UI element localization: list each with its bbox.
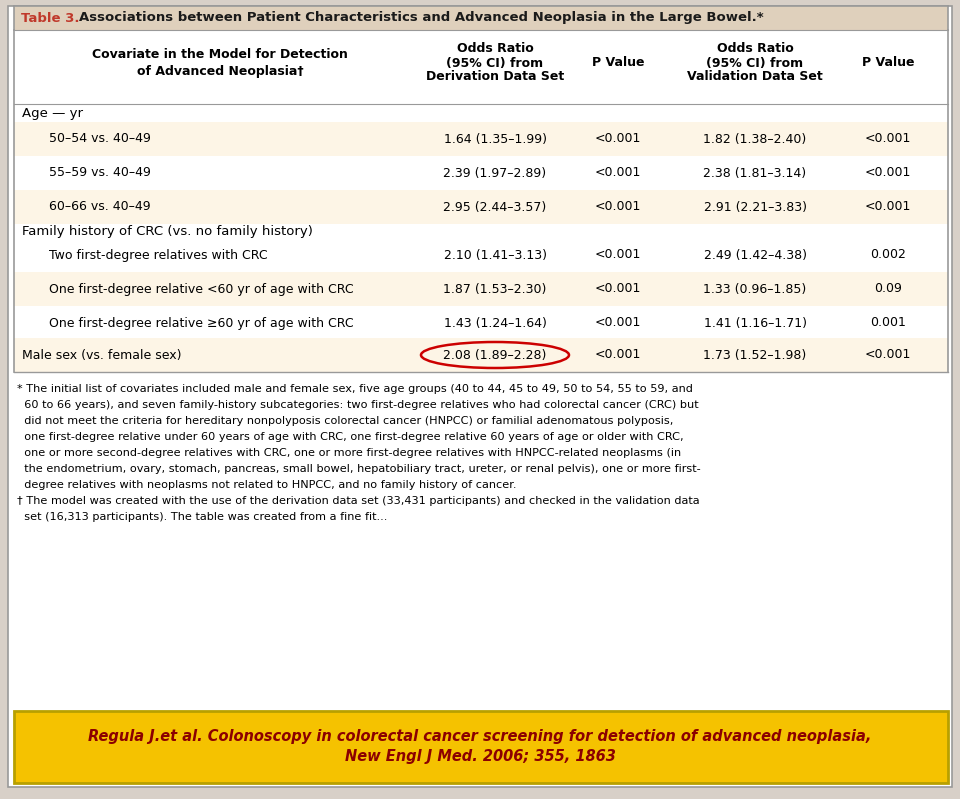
Text: one or more second-degree relatives with CRC, one or more first-degree relatives: one or more second-degree relatives with… <box>17 448 682 458</box>
Text: 2.10 (1.41–3.13): 2.10 (1.41–3.13) <box>444 248 546 261</box>
Text: <0.001: <0.001 <box>595 316 641 329</box>
Text: set (16,313 participants). The table was created from a fine fit...: set (16,313 participants). The table was… <box>17 512 388 522</box>
Text: Age — yr: Age — yr <box>22 108 83 121</box>
Text: 0.002: 0.002 <box>870 248 906 261</box>
Text: <0.001: <0.001 <box>595 201 641 213</box>
Text: 60 to 66 years), and seven family-history subcategories: two first-degree relati: 60 to 66 years), and seven family-histor… <box>17 400 699 410</box>
Text: Validation Data Set: Validation Data Set <box>687 70 823 84</box>
Text: 1.64 (1.35–1.99): 1.64 (1.35–1.99) <box>444 133 546 145</box>
Bar <box>14 6 948 30</box>
Text: <0.001: <0.001 <box>865 166 911 180</box>
Text: the endometrium, ovary, stomach, pancreas, small bowel, hepatobiliary tract, ure: the endometrium, ovary, stomach, pancrea… <box>17 464 701 474</box>
Text: 2.91 (2.21–3.83): 2.91 (2.21–3.83) <box>704 201 806 213</box>
Bar <box>14 338 948 372</box>
Text: 2.49 (1.42–4.38): 2.49 (1.42–4.38) <box>704 248 806 261</box>
Text: 1.43 (1.24–1.64): 1.43 (1.24–1.64) <box>444 316 546 329</box>
Text: did not meet the criteria for hereditary nonpolyposis colorectal cancer (HNPCC) : did not meet the criteria for hereditary… <box>17 416 673 426</box>
Text: 50–54 vs. 40–49: 50–54 vs. 40–49 <box>49 133 151 145</box>
Text: New Engl J Med. 2006; 355, 1863: New Engl J Med. 2006; 355, 1863 <box>345 749 615 765</box>
Text: <0.001: <0.001 <box>595 166 641 180</box>
Text: Derivation Data Set: Derivation Data Set <box>426 70 564 84</box>
Text: 1.33 (0.96–1.85): 1.33 (0.96–1.85) <box>704 283 806 296</box>
Text: Table 3.: Table 3. <box>21 11 80 25</box>
Text: 1.41 (1.16–1.71): 1.41 (1.16–1.71) <box>704 316 806 329</box>
Text: Odds Ratio: Odds Ratio <box>457 42 534 55</box>
Bar <box>14 190 948 224</box>
Text: 0.09: 0.09 <box>874 283 902 296</box>
Text: 1.82 (1.38–2.40): 1.82 (1.38–2.40) <box>704 133 806 145</box>
Text: 60–66 vs. 40–49: 60–66 vs. 40–49 <box>49 201 151 213</box>
Text: one first-degree relative under 60 years of age with CRC, one first-degree relat: one first-degree relative under 60 years… <box>17 432 684 442</box>
Text: 1.87 (1.53–2.30): 1.87 (1.53–2.30) <box>444 283 546 296</box>
Text: Male sex (vs. female sex): Male sex (vs. female sex) <box>22 348 181 361</box>
Bar <box>14 306 948 340</box>
Text: 1.73 (1.52–1.98): 1.73 (1.52–1.98) <box>704 348 806 361</box>
Text: P Value: P Value <box>591 57 644 70</box>
Text: (95% CI) from: (95% CI) from <box>707 57 804 70</box>
Text: * The initial list of covariates included male and female sex, five age groups (: * The initial list of covariates include… <box>17 384 693 394</box>
Bar <box>14 272 948 306</box>
Text: One first-degree relative ≥60 yr of age with CRC: One first-degree relative ≥60 yr of age … <box>49 316 353 329</box>
Text: <0.001: <0.001 <box>595 248 641 261</box>
Text: † The model was created with the use of the derivation data set (33,431 particip: † The model was created with the use of … <box>17 496 700 506</box>
Text: 2.08 (1.89–2.28): 2.08 (1.89–2.28) <box>444 348 546 361</box>
Text: <0.001: <0.001 <box>595 348 641 361</box>
Text: 2.38 (1.81–3.14): 2.38 (1.81–3.14) <box>704 166 806 180</box>
Text: 0.001: 0.001 <box>870 316 906 329</box>
Text: <0.001: <0.001 <box>595 283 641 296</box>
Bar <box>14 156 948 190</box>
Text: Family history of CRC (vs. no family history): Family history of CRC (vs. no family his… <box>22 225 313 237</box>
Text: <0.001: <0.001 <box>595 133 641 145</box>
Text: degree relatives with neoplasms not related to HNPCC, and no family history of c: degree relatives with neoplasms not rela… <box>17 480 516 490</box>
Text: Regula J.et al. Colonoscopy in colorectal cancer screening for detection of adva: Regula J.et al. Colonoscopy in colorecta… <box>88 729 872 745</box>
Bar <box>14 711 948 783</box>
Text: Associations between Patient Characteristics and Advanced Neoplasia in the Large: Associations between Patient Characteris… <box>79 11 763 25</box>
Bar <box>14 122 948 156</box>
Text: <0.001: <0.001 <box>865 133 911 145</box>
Text: Odds Ratio: Odds Ratio <box>716 42 793 55</box>
Bar <box>14 238 948 272</box>
Text: 2.95 (2.44–3.57): 2.95 (2.44–3.57) <box>444 201 546 213</box>
Text: (95% CI) from: (95% CI) from <box>446 57 543 70</box>
Text: <0.001: <0.001 <box>865 348 911 361</box>
Text: Two first-degree relatives with CRC: Two first-degree relatives with CRC <box>49 248 268 261</box>
Text: Covariate in the Model for Detection: Covariate in the Model for Detection <box>92 49 348 62</box>
Text: <0.001: <0.001 <box>865 201 911 213</box>
Text: 2.39 (1.97–2.89): 2.39 (1.97–2.89) <box>444 166 546 180</box>
Text: of Advanced Neoplasia†: of Advanced Neoplasia† <box>136 65 303 78</box>
Text: P Value: P Value <box>862 57 914 70</box>
Text: One first-degree relative <60 yr of age with CRC: One first-degree relative <60 yr of age … <box>49 283 353 296</box>
Text: 55–59 vs. 40–49: 55–59 vs. 40–49 <box>49 166 151 180</box>
